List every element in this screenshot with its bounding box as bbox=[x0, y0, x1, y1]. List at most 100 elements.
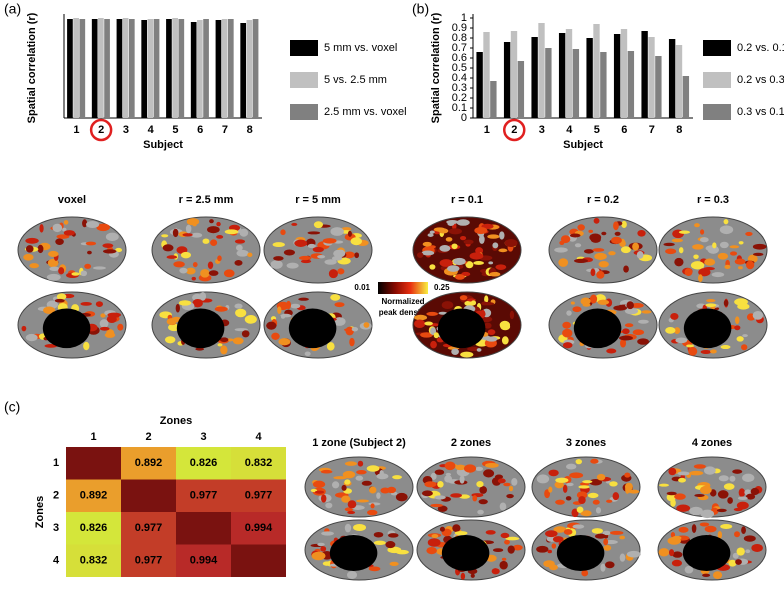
brain-blob bbox=[676, 504, 691, 512]
brain-blob bbox=[668, 467, 677, 476]
brain-medial-wall bbox=[329, 535, 378, 571]
cell-label: 0.892 bbox=[80, 490, 108, 502]
brain-blob bbox=[474, 226, 488, 235]
brain-blob bbox=[686, 344, 695, 348]
brain-blob bbox=[234, 259, 243, 266]
brain-blob bbox=[324, 259, 337, 265]
brain-blob bbox=[185, 267, 196, 275]
brain-blob bbox=[217, 255, 222, 262]
brain-blob bbox=[562, 321, 571, 329]
brain-blob bbox=[422, 241, 432, 247]
brain-blob bbox=[351, 326, 359, 332]
brain-blob bbox=[342, 470, 356, 479]
legend-label: 5 vs. 2.5 mm bbox=[324, 74, 387, 86]
brain-blob bbox=[92, 266, 106, 270]
brain-blob bbox=[727, 497, 733, 504]
brain-map bbox=[548, 216, 658, 284]
brain-blob bbox=[207, 226, 220, 234]
brain-blob bbox=[280, 313, 292, 318]
x-tick-label: 3 bbox=[123, 124, 129, 136]
brain-blob bbox=[625, 485, 630, 494]
brain-blob bbox=[430, 503, 443, 508]
brain-blob bbox=[500, 323, 511, 331]
brain-blob bbox=[95, 301, 104, 307]
heatmap-cell bbox=[231, 544, 286, 577]
brain-blob bbox=[665, 327, 676, 334]
brain-blob bbox=[574, 243, 582, 248]
brain-blob bbox=[572, 306, 582, 313]
brain-blob bbox=[80, 301, 92, 306]
brain-blob bbox=[424, 481, 437, 488]
brain-blob bbox=[427, 538, 441, 547]
brain-blob bbox=[577, 224, 585, 231]
brain-blob bbox=[609, 530, 624, 535]
brain-blob bbox=[688, 346, 698, 356]
brain-blob bbox=[503, 482, 511, 487]
brain-blob bbox=[551, 543, 557, 549]
brain-blob bbox=[720, 345, 731, 350]
x-tick-label: 5 bbox=[594, 124, 600, 136]
heatmap-cell bbox=[231, 512, 286, 545]
brain-blob bbox=[636, 250, 644, 259]
brain-blob bbox=[606, 348, 617, 354]
brain-blob bbox=[597, 299, 610, 305]
brain-blob bbox=[711, 272, 725, 278]
brain-blob bbox=[699, 237, 709, 243]
brain-blob bbox=[626, 301, 634, 310]
brain-blob bbox=[385, 541, 396, 549]
brain-blob bbox=[587, 492, 599, 499]
colorbar-title: Normalized bbox=[381, 297, 424, 306]
brain-blob bbox=[430, 340, 437, 349]
brain-blob bbox=[182, 233, 193, 237]
brain-blob bbox=[298, 255, 312, 261]
brain-blob bbox=[666, 491, 677, 496]
brain-blob bbox=[729, 251, 738, 256]
brain-map bbox=[412, 291, 522, 359]
brain-blob bbox=[344, 479, 351, 485]
brain-blob bbox=[717, 530, 723, 539]
brain-blob bbox=[483, 469, 495, 478]
brain-blob bbox=[603, 538, 609, 546]
brain-blob bbox=[300, 259, 312, 264]
brain-blob bbox=[379, 470, 384, 477]
brain-blob bbox=[209, 219, 214, 224]
brain-blob bbox=[472, 495, 478, 502]
x-tick-label: 2 bbox=[145, 431, 151, 443]
heatmap-cell bbox=[121, 544, 176, 577]
bar bbox=[593, 24, 600, 118]
brain-blob bbox=[675, 337, 688, 344]
colorbar bbox=[378, 282, 428, 294]
brain-blob bbox=[387, 546, 402, 554]
brain-blob bbox=[234, 303, 243, 309]
brain-blob bbox=[356, 499, 369, 503]
brain-map bbox=[658, 216, 768, 284]
bar bbox=[73, 18, 79, 118]
brain-blob bbox=[590, 458, 599, 464]
brain-blob bbox=[723, 299, 729, 307]
brain-blob bbox=[752, 252, 764, 257]
brain-blob bbox=[454, 531, 468, 536]
brain-blob bbox=[366, 509, 378, 516]
brain-blob bbox=[392, 475, 402, 480]
brain-blob bbox=[349, 337, 355, 347]
brain-blob bbox=[724, 264, 731, 270]
brain-blob bbox=[478, 235, 485, 244]
brain-blob bbox=[663, 242, 675, 247]
bar bbox=[490, 81, 497, 118]
brain-blob bbox=[483, 322, 492, 329]
brain-blob bbox=[706, 299, 716, 303]
brain-blob bbox=[684, 565, 694, 574]
brain-blob bbox=[705, 303, 717, 308]
brain-blob bbox=[330, 227, 344, 236]
brain-blob bbox=[23, 253, 34, 261]
brain-blob bbox=[317, 542, 325, 547]
brain-blob bbox=[732, 552, 739, 559]
brain-blob bbox=[598, 261, 609, 268]
brain-blob bbox=[452, 524, 461, 532]
brain-blob bbox=[207, 261, 214, 270]
brain-blob bbox=[387, 533, 399, 538]
legend-label: 5 mm vs. voxel bbox=[324, 42, 397, 54]
highlight-circle bbox=[89, 118, 113, 142]
brain-blob bbox=[294, 239, 308, 247]
